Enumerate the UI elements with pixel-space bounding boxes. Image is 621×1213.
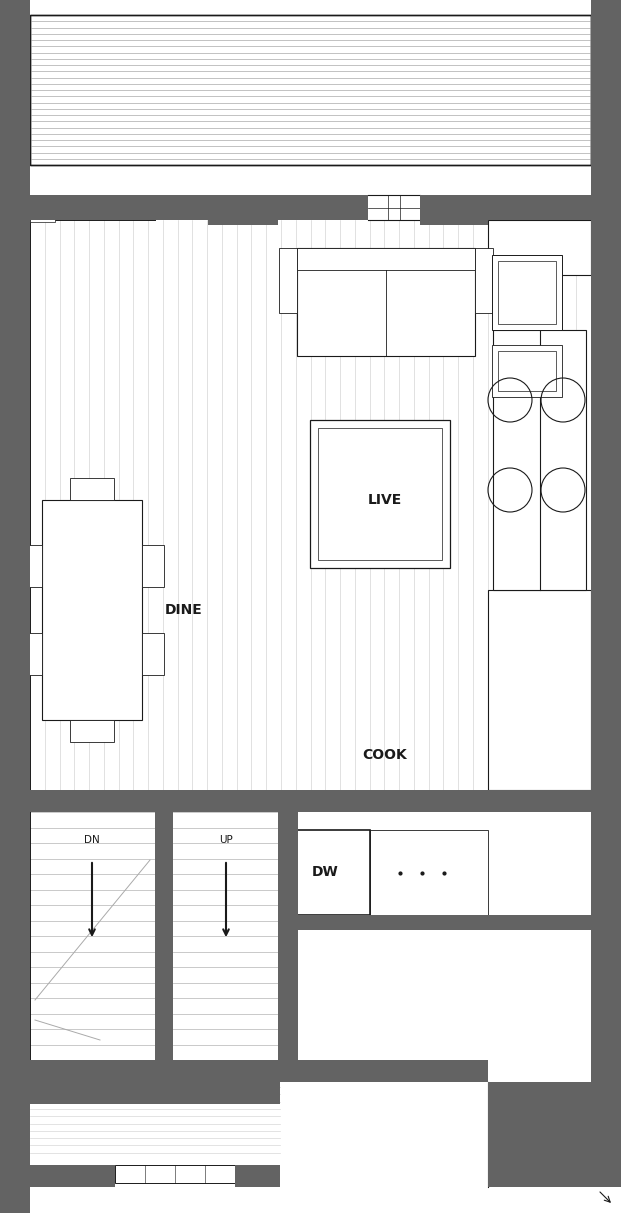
Bar (488, 195, 591, 220)
Text: DW: DW (312, 866, 338, 879)
Text: DINE: DINE (165, 603, 202, 617)
Bar (591, 0, 621, 1100)
Bar (591, 0, 621, 30)
Bar (475, 247, 493, 313)
Bar (280, 790, 591, 811)
Bar (279, 247, 297, 313)
Bar (310, 420, 450, 568)
Bar (30, 1164, 115, 1188)
Bar (280, 915, 591, 930)
Text: DN: DN (84, 835, 100, 845)
Bar (30, 790, 48, 811)
Text: LIVE: LIVE (368, 492, 402, 507)
Bar (492, 344, 562, 397)
Bar (0, 0, 30, 1164)
Bar (280, 1060, 488, 1082)
Bar (278, 195, 368, 220)
Bar (30, 15, 591, 165)
Bar (208, 195, 278, 224)
Bar (70, 721, 114, 742)
Bar (42, 500, 142, 721)
Bar (278, 811, 298, 1060)
Bar (370, 830, 488, 915)
Bar (420, 195, 488, 224)
Bar (493, 330, 586, 590)
Bar (488, 590, 591, 790)
Bar (30, 790, 280, 811)
Bar (0, 811, 30, 1181)
Bar (20, 545, 42, 587)
Bar (70, 478, 114, 500)
Bar (20, 633, 42, 674)
Bar (142, 545, 164, 587)
Text: COOK: COOK (363, 748, 407, 762)
Bar (30, 1082, 280, 1104)
Bar (280, 830, 370, 915)
Bar (155, 811, 173, 1060)
Bar (318, 428, 442, 560)
Bar (297, 247, 475, 355)
Bar (498, 351, 556, 391)
Bar (115, 1164, 235, 1183)
Text: UP: UP (219, 835, 233, 845)
Bar (30, 1060, 280, 1082)
Bar (488, 220, 591, 275)
Bar (30, 195, 208, 220)
Bar (30, 210, 55, 222)
Bar (30, 15, 591, 165)
Bar (235, 1164, 280, 1188)
Bar (555, 1100, 621, 1164)
Bar (142, 633, 164, 674)
Bar (498, 261, 556, 324)
Bar (0, 1082, 30, 1213)
Bar (488, 1082, 621, 1188)
Bar (492, 255, 562, 330)
Bar (297, 247, 475, 270)
